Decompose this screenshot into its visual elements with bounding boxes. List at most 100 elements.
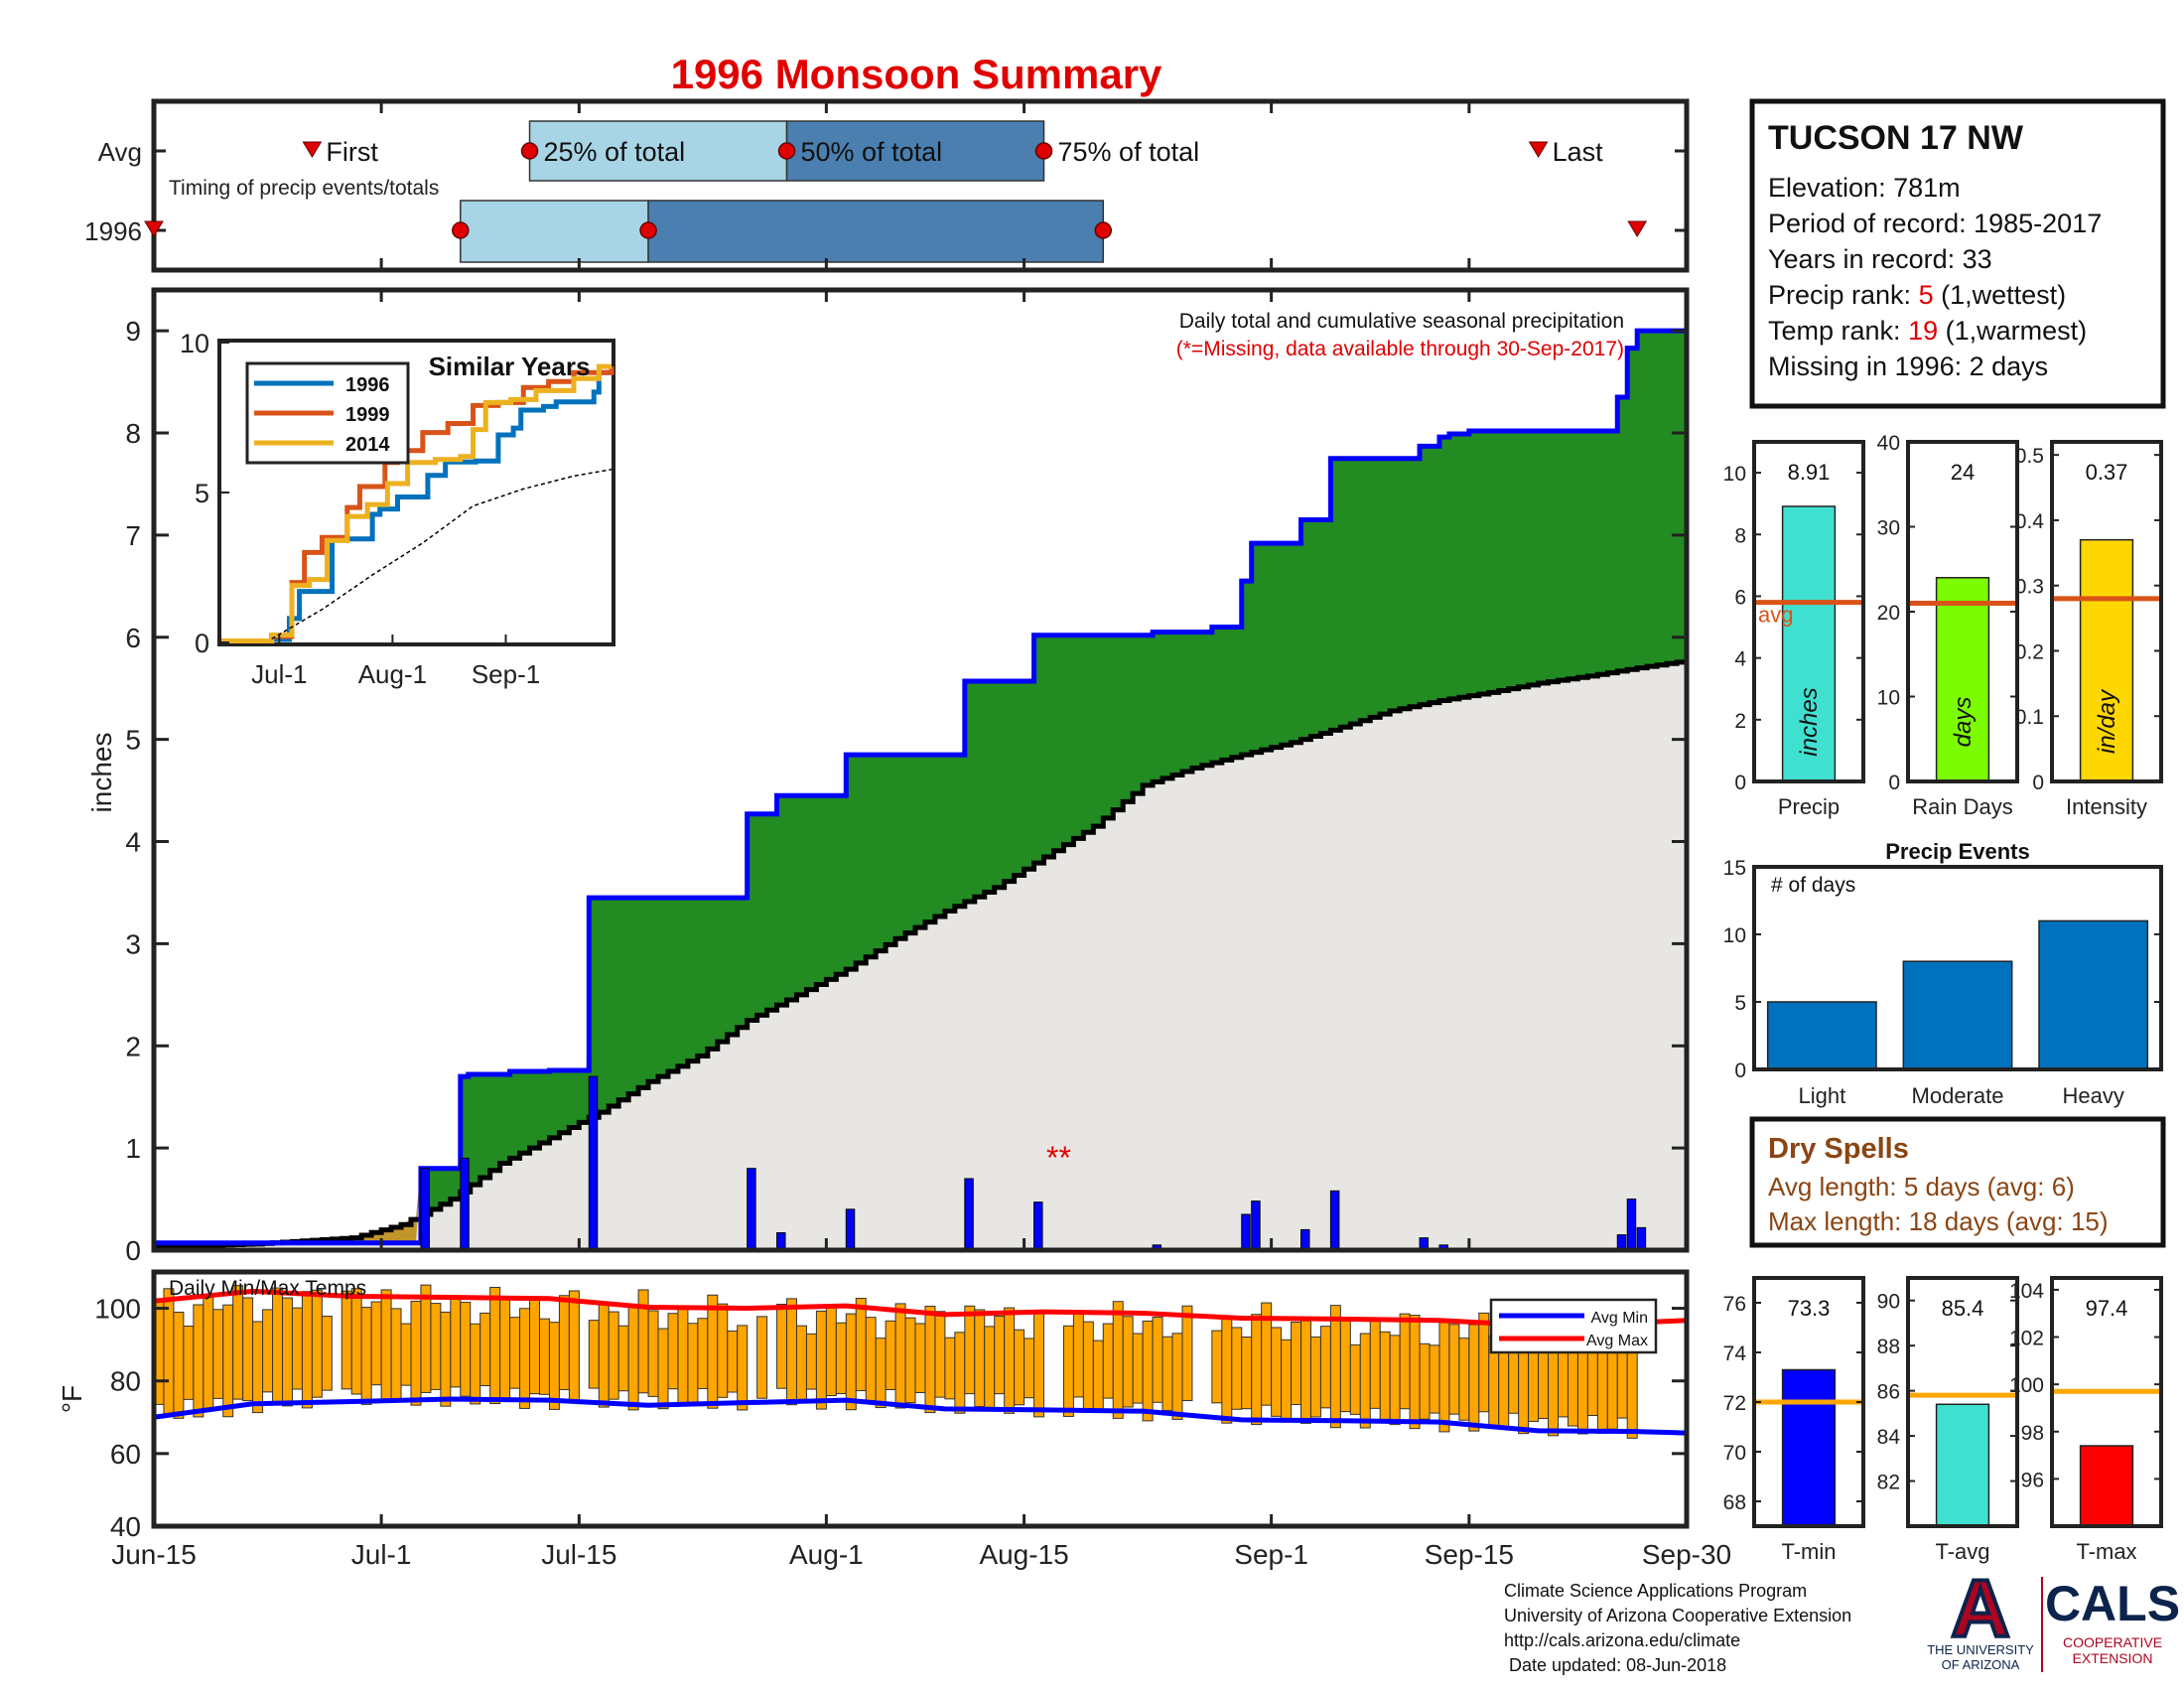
inset-legend-label: 1999 (345, 404, 390, 426)
daily-temp-bar (232, 1285, 244, 1400)
value-bar (1781, 1368, 1837, 1527)
daily-temp-bar (1112, 1301, 1124, 1419)
daily-temp-bar (1132, 1333, 1144, 1404)
daily-temp-bar (410, 1300, 422, 1406)
daily-precip-bar (776, 1232, 786, 1251)
daily-temp-bar (1231, 1327, 1243, 1410)
daily-temp-bar (470, 1323, 481, 1405)
daily-temp-bar (707, 1294, 719, 1409)
station-precip-rank: Precip rank: 5 (1,wettest) (1768, 280, 2066, 310)
daily-temp-bar (1291, 1322, 1302, 1405)
daily-precip-bar (1251, 1200, 1261, 1251)
average-cumulative-area (154, 660, 1687, 1250)
footer-university: University of Arizona Cooperative Extens… (1504, 1606, 1851, 1625)
y1996-q50-q75-box (647, 200, 1105, 263)
panel-y-tick-label: 72 (1723, 1392, 1746, 1415)
events-bar-heavy (2038, 919, 2149, 1070)
footer-url: http://cals.arizona.edu/climate (1504, 1630, 1740, 1650)
station-temp-rank: Temp rank: 19 (1,warmest) (1768, 316, 2087, 346)
daily-temp-bar (262, 1309, 274, 1393)
date-axis-label: Sep-15 (1425, 1539, 1514, 1570)
precip-y-tick-label: 3 (125, 928, 141, 959)
daily-temp-bar (994, 1315, 1006, 1395)
daily-temp-bar (1251, 1314, 1263, 1426)
panel-y-tick-label: 30 (1877, 517, 1900, 540)
date-axis-label: Aug-15 (979, 1539, 1068, 1570)
dry-spells-title: Dry Spells (1768, 1133, 1909, 1165)
daily-temp-bar (242, 1297, 254, 1402)
daily-temp-bar (1122, 1316, 1134, 1408)
daily-precip-bar (460, 1157, 470, 1251)
daily-temp-bar (311, 1289, 323, 1398)
temperature-chart: 40 60 80 100 Daily Min/Max Temps °F Avg Min… (57, 1269, 1690, 1542)
panel-y-tick-label: 0 (1734, 1059, 1746, 1082)
daily-temp-bar (183, 1326, 195, 1400)
daily-temp-bar (568, 1290, 580, 1402)
daily-temp-bar (815, 1310, 827, 1410)
precip-y-tick-label: 5 (125, 725, 141, 756)
daily-temp-bar (805, 1333, 817, 1390)
ua-a-icon: A (1951, 1564, 2009, 1654)
daily-temp-bar (450, 1296, 462, 1388)
inset-legend-label: 1996 (345, 374, 390, 396)
q25-label: 25% of total (544, 137, 686, 167)
panel-y-tick-label: 88 (1877, 1336, 1900, 1358)
temp-y-tick-label: 60 (110, 1439, 141, 1470)
daily-temp-bar (1359, 1333, 1371, 1429)
summary-panel-precip-events: Light Moderate Heavy 0 5 10 15 Precip Events # o… (1723, 839, 2163, 1108)
daily-temp-bar (1349, 1343, 1361, 1415)
avg-q25-marker (520, 142, 539, 160)
avg-q75-marker (1034, 142, 1053, 160)
daily-precip-bar (747, 1168, 756, 1251)
panel-frame (1752, 865, 2163, 1071)
daily-temp-bar (1033, 1312, 1045, 1418)
daily-temp-bar (924, 1306, 936, 1414)
station-period: Period of record: 1985-2017 (1768, 209, 2102, 238)
daily-temp-bar (350, 1288, 362, 1395)
daily-temp-bar (786, 1298, 797, 1406)
dry-spells-max: Max length: 18 days (avg: 15) (1768, 1206, 2109, 1236)
daily-temp-bar (1004, 1307, 1016, 1414)
daily-temp-bar (499, 1296, 511, 1400)
precip-chart: 0 1 2 3 4 5 6 7 8 9 inches Daily total and cumula… (86, 287, 1690, 1266)
daily-temp-bar (1498, 1350, 1510, 1428)
daily-temp-bar (835, 1322, 847, 1395)
summary-panel-precip: avg 8.91 inches Precip 0 2 4 6 8 10 (1723, 440, 1865, 819)
panel-y-tick-label: 0.5 (2015, 445, 2044, 468)
daily-temp-bar (1241, 1336, 1253, 1410)
temp-y-tick-label: 80 (110, 1366, 141, 1397)
daily-temp-bar (1024, 1338, 1035, 1399)
daily-temp-bar (865, 1317, 877, 1402)
daily-temp-bar (1300, 1320, 1311, 1424)
inset-legend-label: 2014 (345, 434, 390, 456)
temp-y-tick-label: 40 (110, 1511, 141, 1542)
panel-y-tick-label: 0.2 (2015, 640, 2044, 663)
panel-frame (1906, 440, 2019, 783)
unit-label: inches (1796, 687, 1823, 756)
page-title: 1996 Monsoon Summary (671, 51, 1162, 97)
daily-temp-bar (222, 1304, 234, 1418)
daily-temp-bar (1409, 1315, 1421, 1430)
timing-panel: Avg 1996 Timing of precip events/totals … (84, 98, 1690, 273)
panel-y-tick-label: 96 (2021, 1469, 2044, 1491)
y1996-last-marker (1627, 220, 1648, 237)
panel-y-tick-label: 82 (1877, 1472, 1900, 1494)
avg-q50-q75-box (785, 120, 1045, 182)
daily-precip-bar (588, 1075, 599, 1251)
q50-label: 50% of total (801, 137, 943, 167)
daily-temp-bar (380, 1289, 392, 1402)
daily-temp-bar (717, 1303, 729, 1398)
daily-temp-bar (1399, 1313, 1411, 1410)
precip-y-tick-label: 8 (125, 418, 141, 449)
daily-temp-bar (588, 1320, 600, 1389)
similar-year-line-average (271, 469, 613, 640)
panel-title: T-max (2076, 1539, 2136, 1564)
daily-precip-bar (1033, 1201, 1043, 1251)
panel-y-tick-label: 76 (1723, 1293, 1746, 1316)
daily-precip-bar (1636, 1226, 1647, 1251)
daily-temp-bar (1448, 1324, 1460, 1415)
daily-temp-bar (697, 1318, 709, 1389)
daily-temp-bar (608, 1311, 619, 1400)
date-axis: Jun-15 Jul-1 Jul-15 Aug-1 Aug-15 Sep-1 Sep-15 S… (111, 1514, 1731, 1570)
daily-temp-bar (687, 1323, 699, 1405)
